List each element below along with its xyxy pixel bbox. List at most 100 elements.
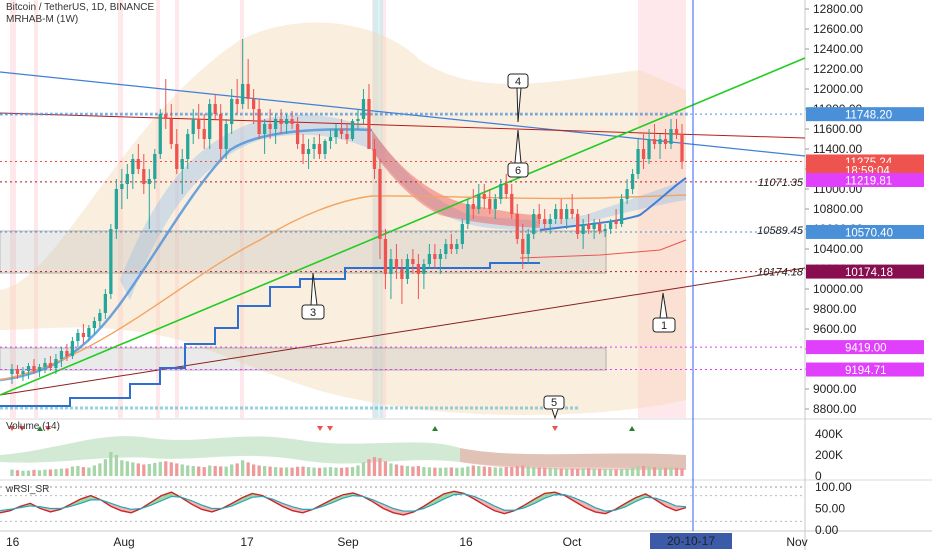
signal-triangle — [432, 426, 438, 431]
candle-body — [603, 229, 607, 231]
candle-body — [680, 134, 684, 162]
volume-bar — [164, 461, 168, 476]
candle-body — [164, 114, 168, 119]
price-tick-label: 12000.00 — [813, 82, 863, 96]
candle-body — [554, 209, 558, 219]
candle-body — [262, 124, 267, 134]
price-marker-tag — [806, 264, 924, 279]
volume-bar — [191, 466, 195, 476]
volume-bar — [345, 467, 349, 476]
volume-bar — [37, 470, 42, 476]
time-cursor-tag — [650, 533, 732, 549]
candle-body — [460, 224, 464, 244]
volume-tick-label: 200K — [815, 448, 843, 462]
volume-tick-label: 0 — [815, 469, 822, 483]
volume-bar — [202, 467, 206, 476]
volume-bar — [323, 467, 327, 476]
candle-body — [548, 219, 552, 224]
volume-bar — [515, 466, 519, 476]
volume-bar — [603, 469, 607, 476]
signal-band — [240, 0, 244, 418]
level-label: 10589.45 — [757, 225, 804, 237]
candle-body — [433, 254, 437, 259]
candle-body — [208, 104, 212, 139]
rsi-fill — [80, 495, 91, 504]
volume-bar — [669, 467, 673, 476]
rsi-fill — [443, 491, 454, 500]
rsi-fill — [191, 500, 202, 510]
volume-bar — [641, 466, 646, 476]
candle-body — [641, 149, 646, 159]
rsi-fill — [161, 492, 172, 501]
candle-body — [103, 294, 107, 313]
candle-body — [301, 144, 305, 154]
volume-legend: Volume (14) — [6, 421, 60, 432]
volume-bar — [328, 467, 333, 476]
candle-body — [636, 149, 640, 174]
volume-bar — [208, 465, 212, 476]
candle-body — [471, 204, 475, 209]
signal-band — [638, 0, 686, 418]
candle-body — [608, 221, 613, 229]
candle-body — [15, 369, 20, 374]
candle-body — [663, 139, 668, 144]
signal-band — [156, 0, 160, 418]
candle-body — [488, 199, 492, 209]
rsi-fill — [242, 493, 253, 502]
volume-bar — [136, 463, 140, 476]
signal-triangle — [317, 426, 323, 431]
candle-body — [521, 239, 525, 254]
volume-bar — [98, 463, 102, 476]
candle-body — [70, 341, 75, 356]
candle-body — [153, 154, 157, 179]
volume-bar — [554, 468, 558, 476]
volume-bar — [290, 467, 294, 476]
signal-triangle — [327, 426, 333, 431]
price-tick-label: 10800.00 — [813, 202, 863, 216]
candle-body — [147, 179, 151, 184]
volume-tick-label: 400K — [815, 427, 843, 441]
rsi-fill — [201, 505, 212, 512]
price-tick-label: 9800.00 — [813, 302, 857, 316]
candle-body — [334, 129, 338, 137]
volume-bar — [131, 462, 135, 476]
signal-triangle — [552, 426, 558, 431]
candle-body — [559, 209, 563, 219]
candle-body — [526, 234, 530, 254]
volume-bar — [301, 466, 305, 476]
price-marker-label: 9419.00 — [845, 343, 887, 355]
time-tick-label: 17 — [240, 535, 254, 549]
candle-body — [21, 371, 25, 374]
volume-bar — [103, 459, 107, 476]
volume-bar — [65, 468, 69, 476]
volume-bar — [114, 455, 118, 476]
price-tick-label: 12800.00 — [813, 2, 863, 16]
volume-bar — [230, 464, 234, 476]
candle-body — [416, 264, 421, 274]
candle-body — [449, 244, 453, 249]
time-tick-label: Nov — [786, 535, 807, 549]
volume-bar — [663, 467, 668, 476]
volume-bar — [630, 467, 635, 476]
candle-body — [131, 159, 135, 174]
volume-bar — [427, 467, 432, 476]
price-tick-label: 10000.00 — [813, 282, 863, 296]
candle-body — [175, 144, 179, 169]
volume-bar — [383, 461, 388, 476]
annotation-4-label: 4 — [515, 76, 521, 88]
candle-body — [339, 129, 344, 134]
candle-body — [284, 119, 289, 124]
candle-body — [658, 139, 662, 144]
volume-bar — [411, 466, 415, 476]
annotation-5-pointer — [551, 408, 559, 420]
candle-body — [411, 259, 415, 264]
candle-body — [65, 351, 69, 356]
candle-body — [477, 194, 481, 209]
candle-body — [669, 129, 673, 144]
candle-body — [356, 119, 360, 121]
price-marker-tag — [806, 107, 924, 122]
candle-body — [444, 244, 448, 254]
volume-bar — [158, 461, 162, 476]
